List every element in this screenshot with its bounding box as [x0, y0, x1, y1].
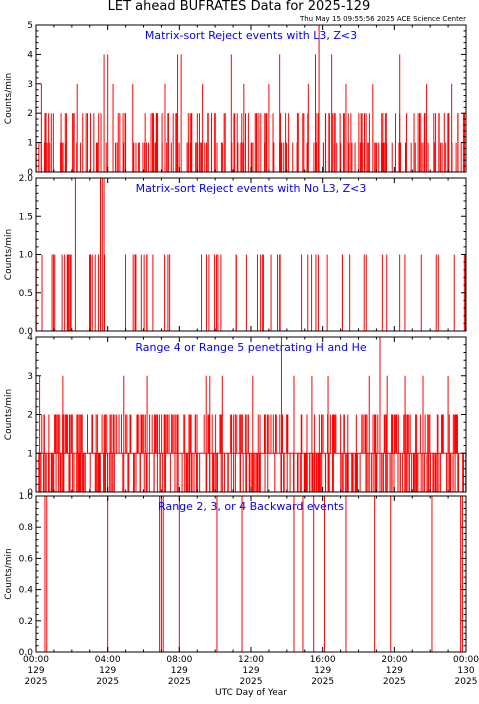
y-tick-label: 1.0: [19, 492, 34, 502]
y-axis-label: Counts/min: [4, 229, 14, 280]
x-tick-label: 2025: [25, 677, 48, 687]
y-tick-label: 4: [27, 50, 33, 60]
y-tick-label: 0.0: [19, 327, 34, 337]
y-tick-label: 0.6: [19, 554, 34, 564]
y-axis-label: Counts/min: [4, 548, 14, 599]
panel-title: Range 2, 3, or 4 Backward events: [158, 500, 344, 513]
x-tick-label: 00:00: [23, 655, 49, 665]
panels: 0 1 2 3 4 5 Counts/min Matrix-sort Reject event…: [4, 21, 479, 687]
y-tick-label: 0: [27, 488, 33, 498]
x-tick-label: 2025: [168, 677, 191, 687]
x-tick-label: 00:00: [453, 655, 479, 665]
y-tick-label: 1: [27, 139, 33, 149]
y-tick-label: 0.4: [19, 586, 34, 596]
x-tick-label: 2025: [311, 677, 334, 687]
x-tick-label: 2025: [240, 677, 263, 687]
x-tick-label: 130: [457, 666, 474, 676]
x-tick-label: 12:00: [238, 655, 264, 665]
panel-2-trace: [35, 178, 466, 332]
panel-4-trace: [37, 496, 465, 653]
panel-1-trace: [35, 25, 466, 173]
x-tick-label: 129: [386, 666, 403, 676]
x-tick-label: 2025: [383, 677, 406, 687]
x-tick-label: 08:00: [166, 655, 192, 665]
panel-1: 0 1 2 3 4 5 Counts/min Matrix-sort Reject event…: [4, 21, 467, 178]
x-tick-label: 2025: [96, 677, 119, 687]
panel-3-trace: [37, 337, 467, 492]
y-tick-label: 0.0: [19, 648, 34, 658]
x-tick-label: 129: [171, 666, 188, 676]
panel-4: 0.0 0.2 0.4 0.6 0.8 1.0 Counts/min Range 2, 3, …: [4, 492, 467, 658]
y-axis-label: Counts/min: [4, 73, 14, 124]
x-tick-label: 129: [99, 666, 116, 676]
y-tick-label: 0: [27, 168, 33, 178]
x-tick-label: 2025: [455, 677, 478, 687]
panel-frame: [35, 495, 467, 653]
panel-title: Matrix-sort Reject events with No L3, Z<…: [136, 182, 367, 195]
y-tick-label: 2: [27, 109, 33, 119]
y-tick-label: 3: [27, 372, 33, 382]
panel-title: Range 4 or Range 5 penetrating H and He: [135, 341, 367, 354]
y-tick-label: 4: [27, 333, 33, 343]
x-tick-label: 129: [314, 666, 331, 676]
y-tick-label: 3: [27, 80, 33, 90]
y-axis-label: Counts/min: [4, 389, 14, 440]
x-tick-label: 129: [242, 666, 259, 676]
panel-3: 0 1 2 3 4 Counts/min Range 4 or Range 5 penetr…: [4, 333, 467, 498]
y-tick-label: 2.0: [19, 174, 34, 184]
y-tick-label: 5: [27, 21, 33, 31]
x-axis-label: UTC Day of Year: [215, 688, 287, 698]
y-tick-label: 0.5: [19, 289, 33, 299]
y-tick-label: 1: [27, 449, 33, 459]
x-tick-label: 20:00: [381, 655, 407, 665]
generation-timestamp: Thu May 15 09:55:56 2025 ACE Science Cen…: [299, 15, 466, 23]
y-tick-label: 1.5: [19, 212, 33, 222]
y-tick-label: 1.0: [19, 251, 34, 261]
x-tick-label: 04:00: [95, 655, 121, 665]
panel-2: 0.0 0.5 1.0 1.5 2.0 Counts/min Matrix-sort Rej…: [4, 174, 467, 337]
y-tick-label: 0.8: [19, 523, 34, 533]
panel-title: Matrix-sort Reject events with L3, Z<3: [145, 29, 357, 42]
x-tick-label: 16:00: [310, 655, 336, 665]
x-tick-label: 129: [27, 666, 44, 676]
y-tick-label: 0.2: [19, 617, 33, 627]
figure-title: LET ahead BUFRATES Data for 2025-129: [108, 0, 371, 14]
y-tick-label: 2: [27, 411, 33, 421]
